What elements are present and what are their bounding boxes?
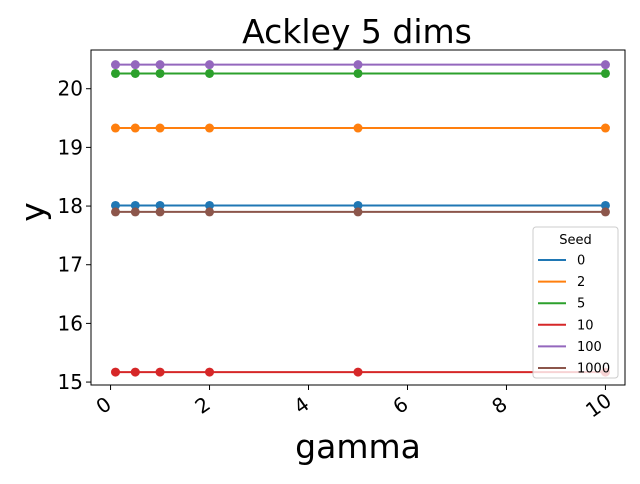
y-tick-label: 15 bbox=[58, 370, 83, 394]
legend-label-2: 2 bbox=[577, 275, 585, 290]
data-point-2-3 bbox=[205, 123, 215, 133]
data-point-10-4 bbox=[353, 367, 363, 377]
data-point-2-2 bbox=[155, 123, 165, 133]
data-point-5-5 bbox=[600, 68, 610, 78]
legend-label-5: 5 bbox=[577, 297, 585, 312]
data-point-1000-4 bbox=[353, 207, 363, 217]
y-tick-label: 17 bbox=[58, 253, 83, 277]
data-point-2-5 bbox=[600, 123, 610, 133]
data-point-5-1 bbox=[130, 68, 140, 78]
data-point-10-2 bbox=[155, 367, 165, 377]
data-point-5-3 bbox=[205, 68, 215, 78]
data-point-100-4 bbox=[353, 60, 363, 70]
data-point-0-1 bbox=[130, 200, 140, 210]
data-point-2-4 bbox=[353, 123, 363, 133]
plot-area bbox=[110, 60, 610, 377]
data-point-0-3 bbox=[205, 200, 215, 210]
data-point-100-5 bbox=[600, 60, 610, 70]
y-tick-label: 20 bbox=[58, 77, 83, 101]
chart-title: Ackley 5 dims bbox=[242, 12, 472, 51]
data-point-2-0 bbox=[110, 123, 120, 133]
legend-title: Seed bbox=[559, 233, 592, 248]
data-point-100-3 bbox=[205, 60, 215, 70]
data-point-10-0 bbox=[110, 367, 120, 377]
x-axis-label: gamma bbox=[295, 427, 421, 466]
y-tick-label: 19 bbox=[58, 135, 83, 159]
y-tick-label: 18 bbox=[58, 194, 83, 218]
data-point-100-1 bbox=[130, 60, 140, 70]
data-point-1000-1 bbox=[130, 207, 140, 217]
data-point-0-5 bbox=[600, 200, 610, 210]
data-point-100-2 bbox=[155, 60, 165, 70]
data-point-0-0 bbox=[110, 200, 120, 210]
axes-frame bbox=[90, 49, 626, 386]
legend-label-10: 10 bbox=[577, 318, 594, 333]
data-point-100-0 bbox=[110, 60, 120, 70]
data-point-5-2 bbox=[155, 68, 165, 78]
data-point-1000-0 bbox=[110, 207, 120, 217]
legend-box bbox=[532, 226, 619, 379]
data-point-1000-2 bbox=[155, 207, 165, 217]
legend: Seed 0 2 5 10 100 1000 bbox=[532, 226, 619, 379]
data-point-0-2 bbox=[155, 200, 165, 210]
data-point-0-4 bbox=[353, 200, 363, 210]
data-point-5-4 bbox=[353, 68, 363, 78]
legend-label-1000: 1000 bbox=[577, 362, 610, 377]
data-point-10-1 bbox=[130, 367, 140, 377]
data-point-1000-3 bbox=[205, 207, 215, 217]
data-point-2-1 bbox=[130, 123, 140, 133]
y-tick-label: 16 bbox=[58, 311, 83, 335]
data-point-10-3 bbox=[205, 367, 215, 377]
legend-label-100: 100 bbox=[577, 340, 602, 355]
legend-label-0: 0 bbox=[577, 254, 585, 269]
data-point-1000-5 bbox=[600, 207, 610, 217]
y-axis-label: y bbox=[13, 202, 52, 222]
data-point-5-0 bbox=[110, 68, 120, 78]
